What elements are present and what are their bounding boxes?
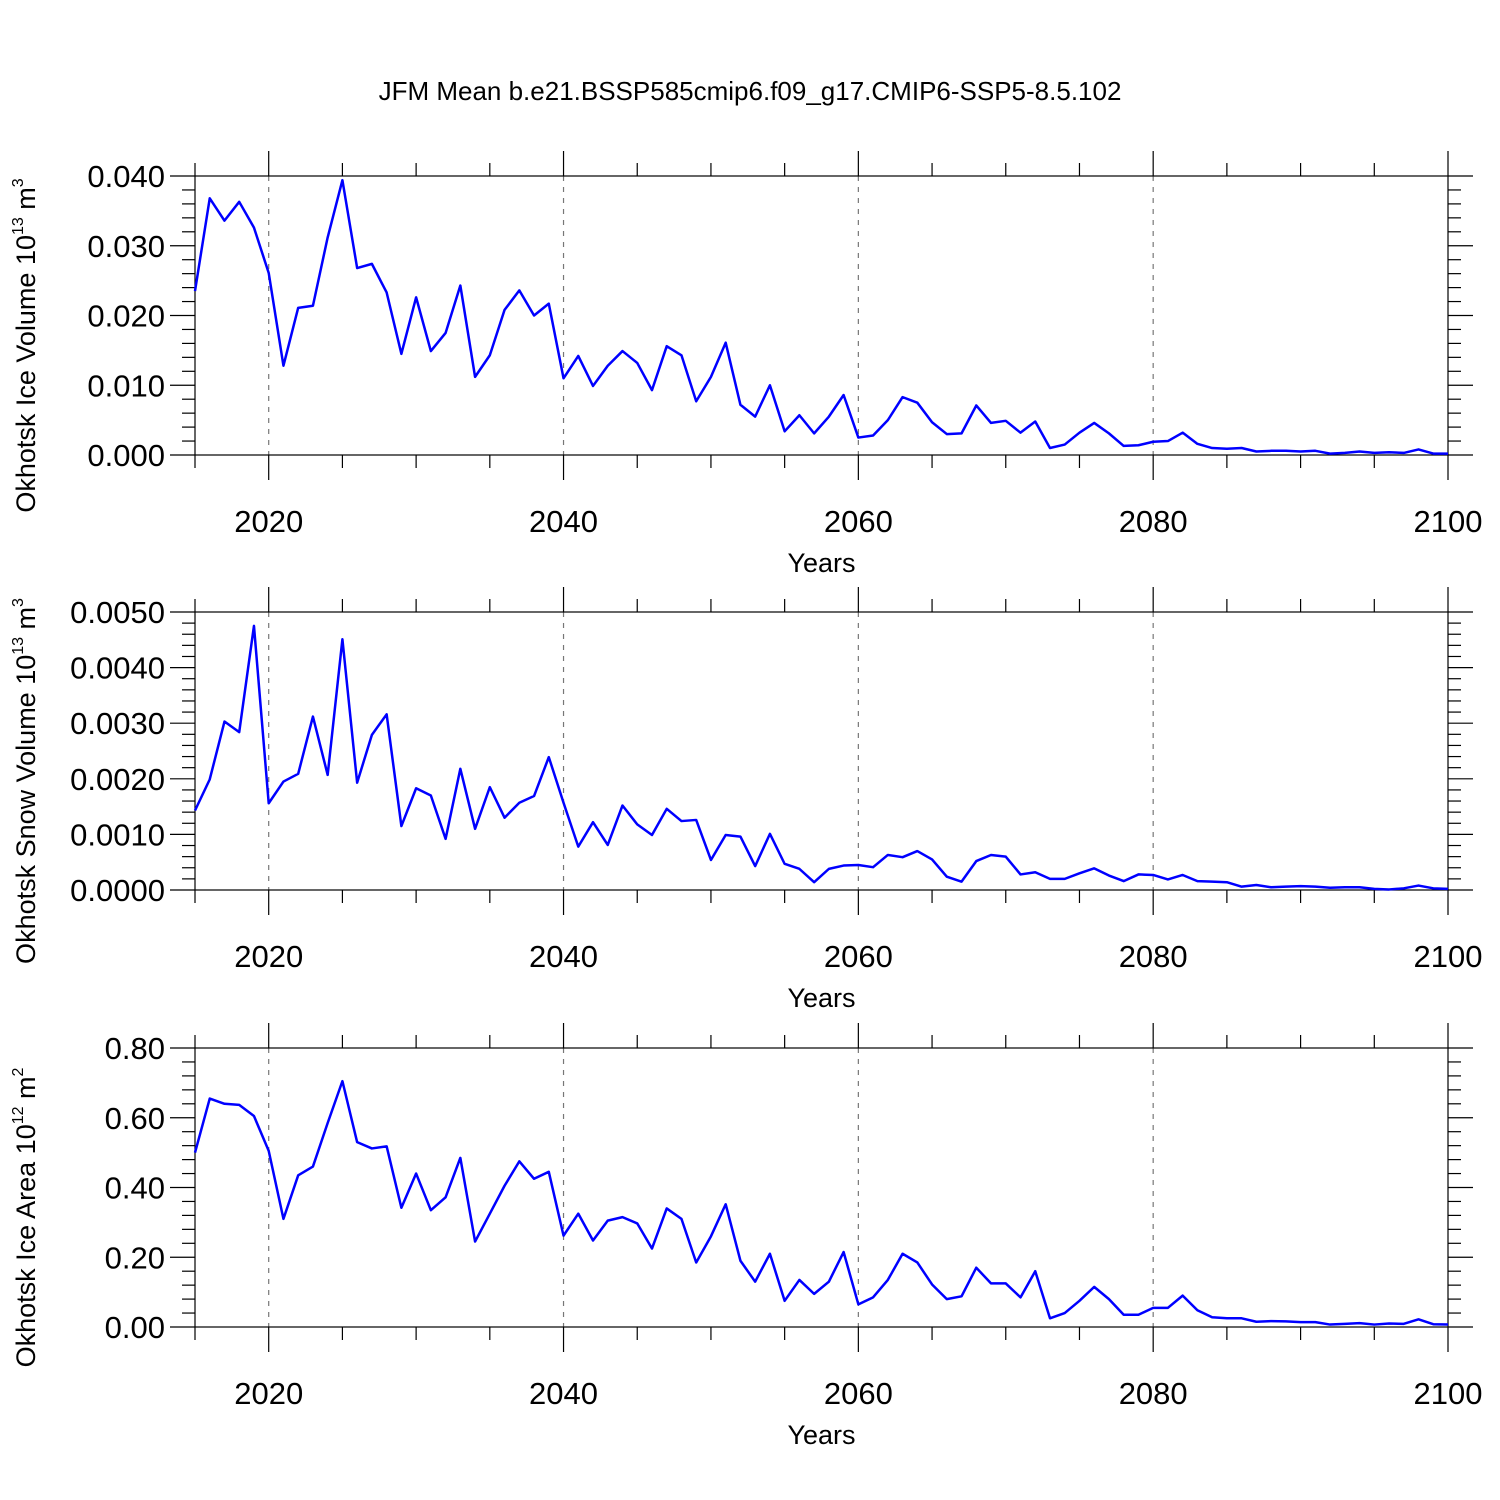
- x-tick-label: 2020: [234, 504, 303, 539]
- x-tick-label: 2100: [1414, 504, 1483, 539]
- figure-title: JFM Mean b.e21.BSSP585cmip6.f09_g17.CMIP…: [379, 76, 1122, 106]
- y-tick-label: 0.020: [87, 299, 165, 334]
- x-tick-label: 2060: [824, 1376, 893, 1411]
- plot-frame: [194, 175, 1449, 456]
- x-axis-label: Years: [787, 548, 855, 578]
- y-axis-label: Okhotsk Ice Volume 1013 m3: [10, 178, 41, 512]
- x-tick-label: 2080: [1119, 1376, 1188, 1411]
- y-tick-label: 0.010: [87, 368, 165, 403]
- y-axis-label-part: m: [11, 607, 41, 637]
- x-tick-label: 2100: [1414, 939, 1483, 974]
- y-axis-label-part: 13: [10, 637, 27, 655]
- series-line: [193, 624, 1449, 891]
- y-axis-label-part: m: [11, 1076, 41, 1106]
- y-axis-label-part: m: [11, 187, 41, 217]
- y-tick-label: 0.00: [105, 1310, 165, 1345]
- x-tick-label: 2020: [234, 939, 303, 974]
- y-tick-label: 0.0050: [70, 595, 165, 630]
- y-axis-label-part: 2: [10, 1067, 27, 1076]
- y-axis-label-part: Okhotsk Ice Area 10: [11, 1124, 41, 1367]
- x-tick-label: 2080: [1119, 504, 1188, 539]
- y-axis-label-part: 3: [10, 178, 27, 187]
- y-tick-label: 0.0020: [70, 762, 165, 797]
- x-tick-label: 2060: [824, 939, 893, 974]
- y-tick-label: 0.40: [105, 1171, 165, 1206]
- y-axis-label-part: 3: [10, 598, 27, 607]
- y-tick-label: 0.0030: [70, 706, 165, 741]
- panel-ice-volume: 0.000 0.010 0.020 0.030 0.040 2020 2040 2060 208…: [10, 151, 1482, 578]
- y-axis-label: Okhotsk Ice Area 1012 m2: [10, 1067, 41, 1367]
- y-tick-label: 0.0040: [70, 651, 165, 686]
- plot-frame: [194, 611, 1449, 891]
- y-tick-label: 0.0000: [70, 873, 165, 908]
- y-tick-label: 0.60: [105, 1101, 165, 1136]
- x-tick-label: 2040: [529, 939, 598, 974]
- y-tick-label: 0.030: [87, 229, 165, 264]
- x-axis-label: Years: [787, 983, 855, 1013]
- x-tick-label: 2080: [1119, 939, 1188, 974]
- y-tick-label: 0.000: [87, 438, 165, 473]
- y-tick-label: 0.80: [105, 1031, 165, 1066]
- x-tick-label: 2040: [529, 504, 598, 539]
- panel-ice-area: 0.00 0.20 0.40 0.60 0.80 2020 2040 2060 2080 2100…: [10, 1023, 1482, 1450]
- x-tick-label: 2020: [234, 1376, 303, 1411]
- y-axis-label: Okhotsk Snow Volume 1013 m3: [10, 598, 41, 964]
- x-tick-label: 2040: [529, 1376, 598, 1411]
- y-tick-label: 0.20: [105, 1240, 165, 1275]
- y-tick-label: 0.040: [87, 159, 165, 194]
- plot-frame: [194, 1047, 1449, 1328]
- panel-snow-volume: 0.0000 0.0010 0.0020 0.0030 0.0040 0.0050 2020…: [10, 587, 1482, 1013]
- series-line: [193, 1079, 1449, 1326]
- series-line: [193, 178, 1448, 455]
- y-tick-label: 0.0010: [70, 817, 165, 852]
- y-axis-label-part: Okhotsk Ice Volume 10: [11, 235, 41, 513]
- y-axis-label-part: Okhotsk Snow Volume 10: [11, 655, 41, 964]
- y-axis-label-part: 13: [10, 217, 27, 235]
- x-tick-label: 2060: [824, 504, 893, 539]
- x-axis-label: Years: [787, 1420, 855, 1450]
- x-tick-label: 2100: [1414, 1376, 1483, 1411]
- y-axis-label-part: 12: [10, 1106, 27, 1124]
